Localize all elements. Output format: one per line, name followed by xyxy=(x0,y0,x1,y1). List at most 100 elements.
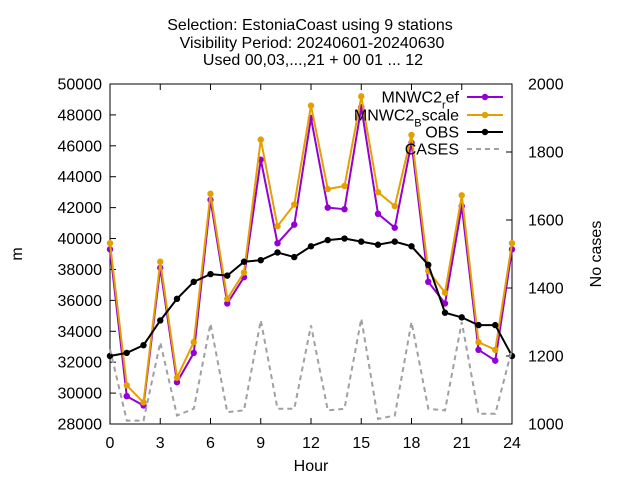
y-tick-label: 48000 xyxy=(58,107,103,124)
data-point-mnwc2-ref xyxy=(291,221,298,228)
data-point-obs xyxy=(240,258,248,265)
data-point-mnwc2-bscale xyxy=(441,289,449,296)
data-point-mnwc2-bscale xyxy=(123,382,130,389)
y-tick-label: 44000 xyxy=(58,169,103,186)
data-point-obs xyxy=(157,317,164,324)
y-tick-label: 36000 xyxy=(58,293,103,310)
data-point-obs xyxy=(391,238,398,245)
y2-tick-label: 1200 xyxy=(528,349,564,366)
data-point-mnwc2-bscale xyxy=(240,269,248,276)
data-point-mnwc2-ref xyxy=(173,379,181,386)
data-point-obs xyxy=(106,352,114,360)
legend-label: MNWC2ref xyxy=(382,90,460,112)
data-point-obs xyxy=(257,256,264,264)
y2-tick-label: 1000 xyxy=(528,417,564,434)
data-point-obs xyxy=(274,249,281,256)
x-tick-label: 24 xyxy=(503,435,521,452)
legend-marker xyxy=(481,111,489,119)
data-point-obs xyxy=(140,341,147,349)
data-point-obs xyxy=(425,261,432,269)
y-axis-label: m xyxy=(9,247,26,260)
series-obs xyxy=(106,235,516,360)
legend-item-mnwc2-ref: MNWC2ref xyxy=(382,90,503,112)
data-point-mnwc2-bscale xyxy=(257,136,264,143)
y2-axis-ticks: 1000 1200 1400 1600 1800 2000 xyxy=(506,77,564,434)
y2-tick-label: 1600 xyxy=(528,213,564,230)
y2-tick-label: 1400 xyxy=(528,281,564,298)
data-point-mnwc2-ref xyxy=(190,349,197,357)
data-point-obs xyxy=(492,321,499,329)
x-tick-label: 18 xyxy=(403,435,421,452)
data-point-mnwc2-ref xyxy=(374,210,382,218)
y2-axis-label: No cases xyxy=(588,221,605,288)
data-point-mnwc2-bscale xyxy=(140,399,147,406)
data-point-mnwc2-bscale xyxy=(106,239,114,247)
data-point-obs xyxy=(458,314,465,321)
legend-marker xyxy=(481,128,489,136)
data-point-mnwc2-bscale xyxy=(341,182,348,190)
chart-title-line-3: Used 00,03,...,21 + 00 01 ... 12 xyxy=(203,52,423,69)
data-point-mnwc2-bscale xyxy=(324,185,331,193)
chart-title-line-1: Selection: EstoniaCoast using 9 stations xyxy=(167,17,453,34)
data-point-mnwc2-bscale xyxy=(475,338,482,346)
data-point-obs xyxy=(123,349,130,357)
x-tick-label: 6 xyxy=(206,435,215,452)
y-tick-label: 42000 xyxy=(58,200,103,217)
y-tick-label: 50000 xyxy=(58,77,103,94)
data-point-mnwc2-ref xyxy=(341,205,348,213)
data-point-mnwc2-bscale xyxy=(374,188,382,196)
data-point-obs xyxy=(224,272,231,279)
series-line-cases xyxy=(109,318,513,422)
x-axis-label: Hour xyxy=(294,458,329,475)
x-tick-label: 9 xyxy=(256,435,265,452)
data-point-obs xyxy=(441,309,449,316)
series-cases xyxy=(109,318,513,422)
legend-label: CASES xyxy=(405,142,459,159)
x-tick-label: 12 xyxy=(302,435,320,452)
y-tick-label: 40000 xyxy=(58,231,103,248)
data-point-mnwc2-bscale xyxy=(458,192,465,199)
x-tick-label: 3 xyxy=(156,435,165,452)
y2-tick-label: 1800 xyxy=(528,145,564,162)
x-tick-label: 21 xyxy=(453,435,471,452)
data-point-mnwc2-ref xyxy=(274,239,281,247)
data-point-mnwc2-ref xyxy=(475,346,482,354)
data-point-mnwc2-ref xyxy=(224,300,231,307)
data-point-obs xyxy=(374,241,382,248)
y2-tick-label: 2000 xyxy=(528,77,564,94)
data-point-mnwc2-ref xyxy=(492,357,499,364)
data-point-obs xyxy=(408,243,415,250)
legend-label: OBS xyxy=(425,125,459,142)
legend-item-cases: CASES xyxy=(405,142,503,159)
data-point-mnwc2-bscale xyxy=(224,295,231,303)
chart-title: Selection: EstoniaCoast using 9 stations… xyxy=(167,17,453,69)
y-tick-label: 32000 xyxy=(58,355,103,372)
series-layer xyxy=(106,93,516,422)
data-point-mnwc2-bscale xyxy=(190,338,197,346)
data-point-mnwc2-bscale xyxy=(307,102,315,109)
data-point-obs xyxy=(341,235,348,242)
data-point-obs xyxy=(324,236,331,244)
data-point-mnwc2-bscale xyxy=(391,202,398,210)
data-point-obs xyxy=(190,278,197,286)
data-point-mnwc2-ref xyxy=(324,204,331,211)
y-tick-label: 38000 xyxy=(58,262,103,279)
y-tick-label: 34000 xyxy=(58,324,103,341)
data-point-obs xyxy=(475,321,482,329)
data-point-obs xyxy=(207,270,214,278)
x-axis-ticks: 0 3 6 9 12 15 18 21 24 xyxy=(106,84,521,452)
data-point-mnwc2-bscale xyxy=(508,239,516,247)
y-tick-label: 46000 xyxy=(58,138,103,155)
data-point-obs xyxy=(173,295,181,303)
data-point-mnwc2-bscale xyxy=(408,131,415,139)
data-point-mnwc2-ref xyxy=(441,300,449,307)
x-tick-label: 0 xyxy=(106,435,115,452)
data-point-mnwc2-ref xyxy=(425,278,432,286)
legend-marker xyxy=(481,93,489,101)
data-point-mnwc2-bscale xyxy=(157,258,164,265)
data-point-mnwc2-bscale xyxy=(492,346,499,354)
data-point-obs xyxy=(291,253,298,261)
legend-label: MNWC2Bscale xyxy=(354,108,459,130)
